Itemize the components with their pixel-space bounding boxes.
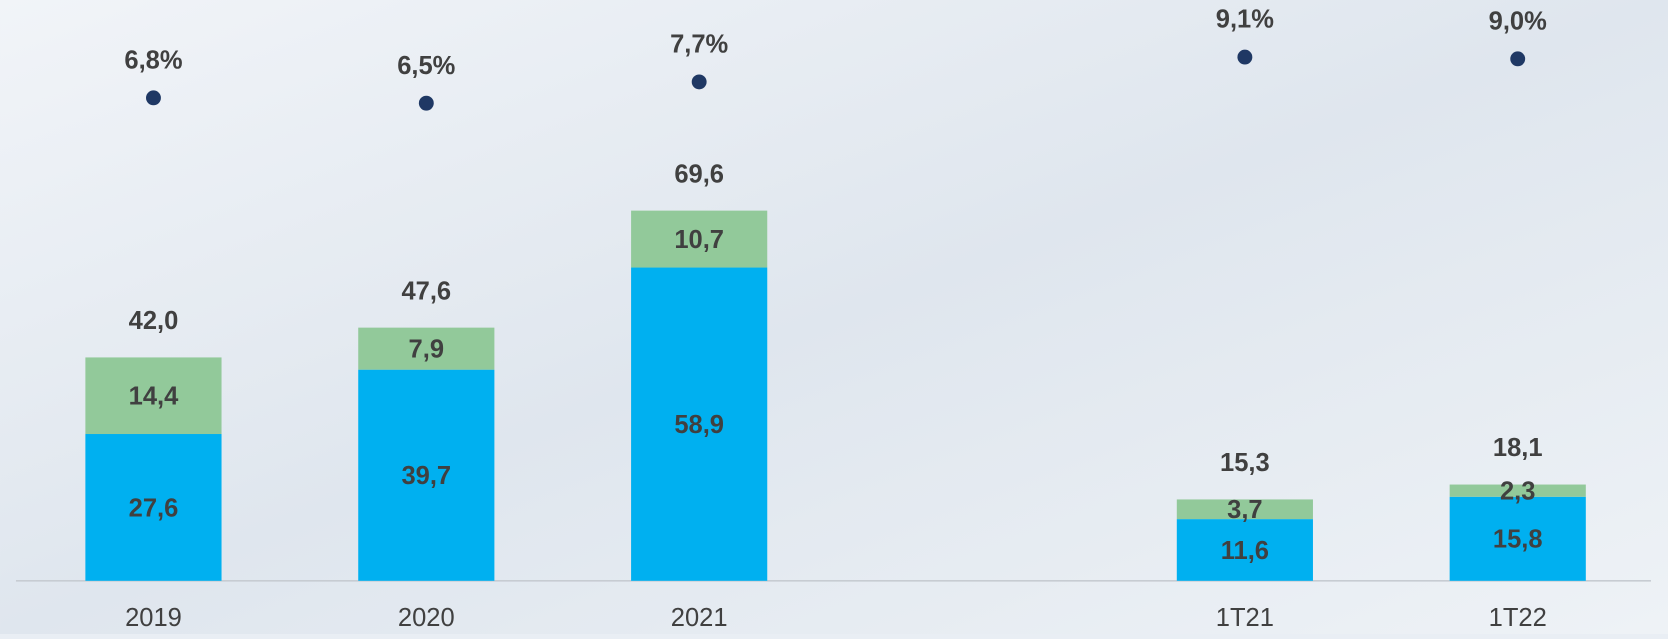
segment-label: 7,9 [409,336,444,364]
segment-label: 11,6 [1221,537,1269,565]
bar-segment [358,369,495,581]
x-tick-label: 2021 [671,604,728,632]
x-tick-label: 1T22 [1489,604,1547,632]
x-tick-label: 2020 [398,604,455,632]
segment-label: 58,9 [674,411,724,439]
bar-segment [85,357,222,435]
x-tick-label: 2019 [125,604,182,632]
total-label: 18,1 [1493,434,1543,462]
total-label: 69,6 [674,160,724,188]
bar-segment [631,267,768,581]
segment-label: 2,3 [1500,478,1535,506]
segment-label: 27,6 [129,494,179,522]
bar-segment [1449,484,1586,497]
total-label: 15,3 [1220,449,1270,477]
segment-label: 39,7 [401,462,451,490]
bar-segment [1176,499,1313,520]
bar-segment [85,434,222,581]
bar-segment [631,210,768,268]
pct-dot [1237,49,1253,65]
pct-dot [418,95,434,111]
total-label: 47,6 [401,277,451,305]
segment-label: 10,7 [674,226,724,254]
total-label: 42,0 [129,307,179,335]
segment-label: 3,7 [1227,496,1262,524]
pct-dot [146,90,161,106]
pct-label: 9,0% [1489,7,1547,35]
segment-label: 15,8 [1493,526,1543,554]
pct-dot [691,74,707,90]
pct-label: 9,1% [1216,6,1274,34]
pct-label: 7,7% [670,30,728,58]
pct-label: 6,5% [397,52,455,80]
segment-label: 14,4 [129,383,179,411]
x-tick-label: 1T21 [1216,604,1274,632]
pct-dot [1510,51,1526,67]
bar-segment [1176,519,1313,581]
bar-segment [358,327,495,370]
pct-label: 6,8% [124,46,182,74]
bar-segment [1449,496,1586,581]
